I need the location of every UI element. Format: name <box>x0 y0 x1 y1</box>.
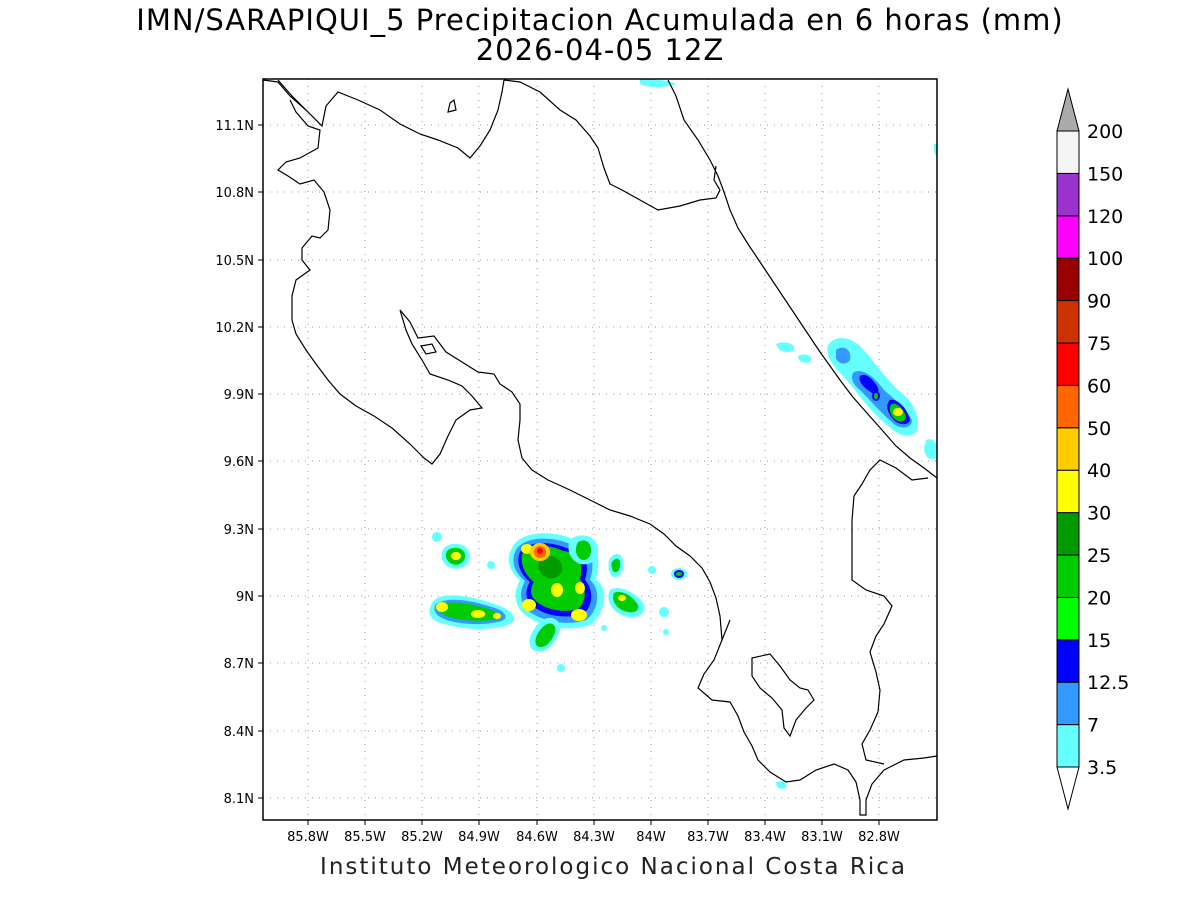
colorbar-segment <box>1056 172 1080 217</box>
lat-tick-label: 10.8N <box>215 186 254 201</box>
colorbar-segment <box>1056 215 1080 259</box>
coastlines <box>263 79 937 816</box>
lon-tick-label: 85.5W <box>344 830 386 845</box>
colorbar-segment <box>1056 724 1080 768</box>
longitude-tick-labels: 85.8W 85.5W 85.2W 84.9W 84.6W 84.3W 84W 83.7W 83… <box>287 820 900 845</box>
colorbar-segment <box>1056 469 1080 514</box>
colorbar-segment <box>1056 639 1080 683</box>
colorbar-upper-triangle <box>1056 87 1080 132</box>
colorbar-level-label: 12.5 <box>1087 672 1129 694</box>
nicaragua-costa-rica-outline <box>263 79 505 159</box>
colorbar-level-label: 20 <box>1087 587 1111 609</box>
precipitation-fields <box>429 79 937 789</box>
colorbar-level-label: 30 <box>1087 503 1111 525</box>
colorbar-segment <box>1056 130 1080 174</box>
map-subtitle-datetime: 2026-04-05 12Z <box>475 33 725 67</box>
colorbar-level-label: 75 <box>1087 333 1111 355</box>
colorbar-segment <box>1056 681 1080 726</box>
lon-tick-label: 84.3W <box>573 830 615 845</box>
colorbar-level-label: 7 <box>1087 715 1099 737</box>
lon-tick-label: 83.7W <box>687 830 729 845</box>
lon-tick-label: 82.8W <box>858 830 900 845</box>
colorbar-segment <box>1056 257 1080 302</box>
latitude-tick-labels: 11.1N 10.8N 10.5N 10.2N 9.9N 9.6N 9.3N 9N 8.7N 8.… <box>215 119 263 807</box>
lat-tick-label: 8.7N <box>224 657 254 672</box>
colorbar-segment <box>1056 512 1080 556</box>
lon-tick-label: 84.6W <box>516 830 558 845</box>
footer-credit: Instituto Meteorologico Nacional Costa R… <box>320 854 907 880</box>
colorbar-level-label: 150 <box>1087 163 1123 185</box>
lat-tick-label: 8.1N <box>224 792 254 807</box>
colorbar-level-label: 100 <box>1087 248 1123 270</box>
lon-tick-label: 85.8W <box>287 830 329 845</box>
colorbar-level-label: 60 <box>1087 375 1111 397</box>
lat-tick-label: 9.6N <box>224 455 254 470</box>
lon-tick-label: 84.9W <box>458 830 500 845</box>
map-frame <box>262 78 938 821</box>
colorbar-level-label: 120 <box>1087 206 1123 228</box>
map-frame-content <box>263 79 937 820</box>
lat-tick-label: 8.4N <box>224 725 254 740</box>
lat-tick-label: 11.1N <box>215 119 254 134</box>
lat-tick-label: 10.5N <box>215 254 254 269</box>
lat-tick-label: 9N <box>236 590 254 605</box>
lat-tick-label: 9.9N <box>224 388 254 403</box>
lon-tick-label: 83.4W <box>744 830 786 845</box>
colorbar-level-label: 50 <box>1087 418 1111 440</box>
map-title: IMN/SARAPIQUI_5 Precipitacion Acumulada … <box>136 3 1064 37</box>
colorbar-segment <box>1056 596 1080 641</box>
colorbar-segment <box>1056 342 1080 386</box>
colorbar-segment <box>1056 554 1080 598</box>
colorbar-segment <box>1056 384 1080 429</box>
lon-tick-label: 83.1W <box>801 830 843 845</box>
colorbar-segment <box>1056 427 1080 471</box>
colorbar-level-label: 40 <box>1087 460 1111 482</box>
lon-tick-label: 85.2W <box>401 830 443 845</box>
colorbar-level-label: 90 <box>1087 291 1111 313</box>
lon-tick-label: 84W <box>636 830 666 845</box>
colorbar-segment <box>1056 300 1080 344</box>
lat-tick-label: 10.2N <box>215 321 254 336</box>
colorbar: 3.5 7 12.5 15 20 25 30 40 50 60 75 90 100 120 150 200 <box>1056 87 1129 811</box>
grid-lines <box>263 79 937 820</box>
colorbar-level-label: 200 <box>1087 121 1123 143</box>
colorbar-level-label: 3.5 <box>1087 757 1117 779</box>
colorbar-level-label: 15 <box>1087 630 1111 652</box>
colorbar-lower-triangle <box>1056 766 1080 811</box>
lat-tick-label: 9.3N <box>224 523 254 538</box>
colorbar-level-label: 25 <box>1087 545 1111 567</box>
